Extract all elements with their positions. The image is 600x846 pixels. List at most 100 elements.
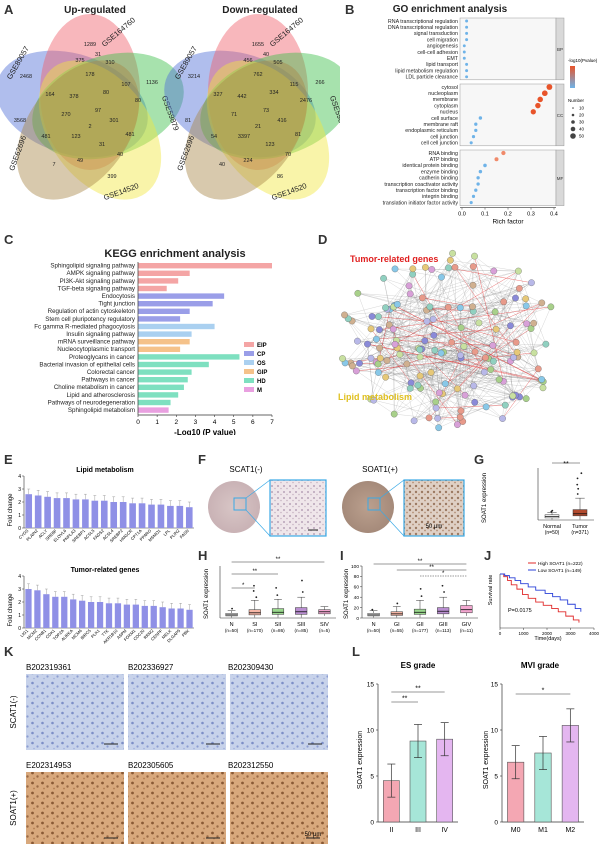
network-node-69 [543, 341, 549, 347]
e-lipid-bar-11 [129, 503, 136, 528]
h-n-2: (n=86) [271, 628, 285, 633]
h-n-1: (n=170) [247, 628, 263, 633]
kegg-category-11: Nucleocytoplasmic transport [57, 346, 135, 353]
go-legend-size-3 [571, 127, 576, 132]
go-term-label-27: integrin binding [422, 194, 458, 200]
network-node-119 [432, 347, 438, 353]
kegg-bar-17 [138, 392, 178, 397]
f-neg-label: SCAT1(-) [229, 465, 263, 474]
e-lipid-ytick-1: 1 [18, 513, 21, 519]
venn-down-count-5: 266 [315, 80, 324, 86]
network-node-82 [406, 283, 412, 289]
venn-down-count-21: 86 [277, 174, 283, 180]
network-node-97 [339, 355, 345, 361]
k-id-bottom-1: B202305605 [128, 761, 174, 770]
kegg-category-12: Proteoglycans in cancer [69, 354, 135, 361]
k-row-pos-label: SOAT1(+) [9, 790, 18, 826]
i-boxplot: SOAT1 expression 020406080100N(n=50)GI(n… [340, 554, 480, 642]
network-node-5 [426, 415, 432, 421]
go-legend-size-0 [572, 107, 574, 109]
l-mvi-cat-0: M0 [511, 827, 521, 834]
e-lipid-bar-7 [92, 501, 99, 528]
network-node-81 [523, 395, 529, 401]
go-term-label-1: DNA transcriptional regulation [388, 25, 458, 31]
network-node-76 [471, 383, 477, 389]
go-dot-10 [546, 84, 552, 90]
network-node-52 [490, 342, 496, 348]
j-curve-low [500, 574, 581, 612]
k-image-neg-0 [26, 674, 124, 750]
l-es-cat-1: III [415, 827, 421, 834]
l-es-sig-0: ** [402, 696, 408, 703]
go-dot-7 [465, 63, 468, 66]
network-node-60 [422, 338, 428, 344]
network-node-63 [454, 385, 460, 391]
network-node-95 [516, 285, 522, 291]
go-term-label-0: RNA transcriptional regulation [388, 19, 458, 25]
kegg-category-17: Lipid and atherosclerosis [67, 392, 135, 399]
network-node-25 [452, 264, 458, 270]
kegg-category-1: AMPK signaling pathway [67, 270, 136, 277]
l-mvi-cat-2: M2 [565, 827, 575, 834]
kegg-category-7: Stem cell pluripotency regulatory [45, 316, 136, 323]
i-ytick-5: 100 [351, 564, 359, 570]
e-tumor-bar-4 [61, 597, 67, 628]
go-term-label-23: enzyme binding [421, 169, 458, 175]
venn-down-count-14: 73 [263, 108, 269, 114]
network-node-133 [428, 369, 434, 375]
network-lipid-label: Lipid metabolism [338, 392, 412, 402]
g-boxplot: SOAT1 expression Normal (n=50) Tumor (n=… [474, 458, 598, 546]
venn-down-count-10: 442 [237, 94, 246, 100]
kegg-category-16: Choline metabolism in cancer [54, 384, 135, 391]
panel-label-c: C [4, 232, 13, 247]
network-node-135 [470, 263, 476, 269]
h-n-0: (n=50) [225, 628, 239, 633]
network-node-43 [410, 266, 416, 272]
kegg-legend-swatch-3 [244, 369, 254, 374]
j-xtick-3: 3000 [565, 631, 576, 636]
venn-up-count-14: 97 [95, 108, 101, 114]
venn-down-count-19: 123 [265, 142, 274, 148]
network-node-136 [433, 405, 439, 411]
h-ylabel: SOAT1 expression [204, 569, 210, 619]
e-tumor-bar-16 [169, 609, 175, 629]
go-dot-14 [531, 109, 536, 114]
venn-down-count-23: 40 [219, 162, 225, 168]
kegg-title: KEGG enrichment analysis [60, 248, 290, 260]
go-dot-0 [465, 20, 468, 23]
network-node-108 [469, 303, 475, 309]
network-node-88 [341, 312, 347, 318]
go-legend-size-label-2: 30 [579, 120, 585, 125]
network-node-143 [368, 326, 374, 332]
e-lipid-label-16: PLIN2 [169, 528, 181, 540]
go-dot-16 [474, 123, 477, 126]
kegg-bar-6 [138, 309, 190, 314]
go-dot-19 [470, 141, 473, 144]
e-tumor-bar-12 [133, 605, 139, 628]
e-tumor-label-18: PBK [181, 628, 191, 638]
h-n-3: (n=85) [294, 628, 308, 633]
venn-up-count-22: 49 [77, 158, 83, 164]
g-sig: ** [563, 461, 569, 468]
network-node-31 [375, 361, 381, 367]
venn-down-count-22: 224 [243, 158, 252, 164]
go-tick-2: 0.2 [504, 212, 512, 218]
network-node-0 [364, 341, 370, 347]
go-term-label-18: cell junction [430, 134, 458, 140]
network-node-104 [483, 404, 489, 410]
go-tick-0: 0.0 [458, 212, 466, 218]
network-node-42 [462, 392, 468, 398]
network-node-75 [472, 349, 478, 355]
kegg-legend-swatch-4 [244, 378, 254, 383]
venn-up-count-0: 1289 [84, 42, 96, 48]
go-term-label-12: membrane [433, 97, 458, 103]
i-n-3: (n=113) [435, 628, 451, 633]
go-dot-5 [463, 51, 466, 54]
network-node-33 [377, 355, 383, 361]
network-node-56 [457, 352, 463, 358]
h-sig-0: ** [276, 557, 281, 563]
network-node-86 [354, 338, 360, 344]
h-boxplot: SOAT1 expression N(n=50)SI(n=170)SII(n=8… [198, 554, 338, 642]
e-lipid-ytick-2: 2 [18, 500, 21, 506]
kegg-legend-label-4: HD [257, 379, 266, 385]
